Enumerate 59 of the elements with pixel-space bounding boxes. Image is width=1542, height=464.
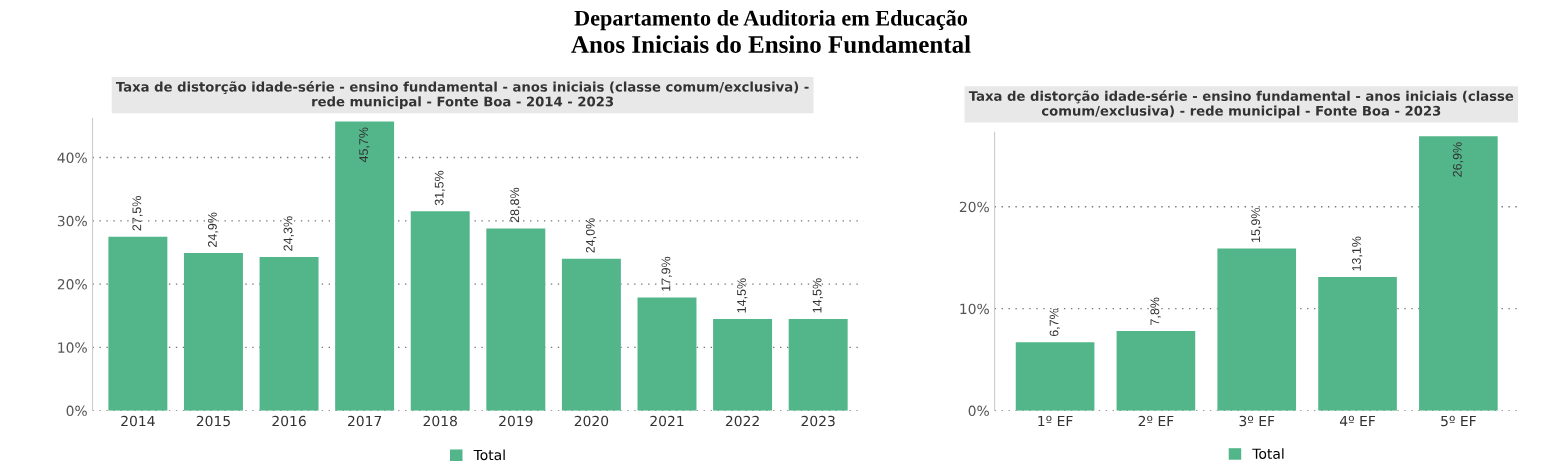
y-tick-label: 10% [960,303,989,315]
data-label: 7,8% [1150,297,1161,325]
legend-label: Total [473,449,505,461]
text: Anos Iniciais do Ensino Fundamental [571,35,971,53]
data-label: 45,7% [359,127,370,163]
text: Departamento de Auditoria em Educação [574,9,968,31]
x-tick-label: 2º EF [1138,415,1174,427]
y-tick-label: 30% [57,215,87,227]
data-label: 27,5% [132,196,143,231]
x-tick-label: 2020 [574,415,609,427]
legend-label: Total [1252,448,1284,459]
data-label: 24,9% [207,212,219,247]
x-tick-label: 2017 [347,415,382,427]
data-label: 28,8% [510,187,521,223]
data-label: 31,5% [434,170,446,206]
bar [1116,331,1196,411]
x-tick-label: 1º EF [1038,415,1073,427]
data-label: 26,9% [1452,142,1464,177]
x-tick-label: 2016 [272,415,306,427]
bar [1217,248,1297,411]
bar [637,297,697,411]
x-tick-label: 2023 [801,415,835,427]
x-tick-label: 2015 [196,415,230,427]
data-label: 14,5% [737,278,748,313]
data-label: 24,3% [283,216,294,251]
y-tick-label: 0% [968,405,989,417]
bar [1318,277,1397,411]
y-tick-label: 0% [66,405,87,417]
data-label: 15,9% [1251,207,1262,242]
bar [183,253,243,411]
bar [1015,342,1095,411]
bar [335,121,395,411]
data-label: 14,5% [812,278,823,313]
x-tick-label: 2019 [499,415,533,427]
chart-title: Taxa de distorção idade-série - ensino fundamental - anos iniciais (classe comum/exclusiva) - rede municipal - Fonte Boa - 2023 [968,90,1514,119]
x-tick-label: 2018 [423,415,457,427]
y-tick-label: 20% [57,279,87,290]
y-tick-label: 40% [57,152,87,164]
y-tick-label: 10% [58,342,87,353]
x-tick-label: 4º EF [1339,415,1376,427]
bar [1419,136,1498,411]
data-label: 17,9% [661,256,672,291]
x-tick-label: 2021 [650,415,684,427]
bar [108,236,168,411]
bar [788,318,848,411]
x-tick-label: 3º EF [1239,415,1275,427]
data-label: 6,7% [1049,308,1060,337]
bar [561,258,621,411]
x-tick-label: 2014 [121,415,155,427]
chart-title: Taxa de distorção idade-série - ensino fundamental - anos iniciais (classe comum/exclusiva) - rede municipal - Fonte Boa - 2014 - 2023 [115,80,809,110]
y-tick-label: 20% [959,201,989,213]
bar [259,256,319,411]
bar [410,211,470,411]
x-tick-label: 5º EF [1441,415,1476,427]
bar [486,228,546,411]
data-label: 13,1% [1352,236,1363,271]
bar [713,318,773,411]
x-tick-label: 2022 [725,415,759,427]
data-label: 24,0% [585,218,597,253]
